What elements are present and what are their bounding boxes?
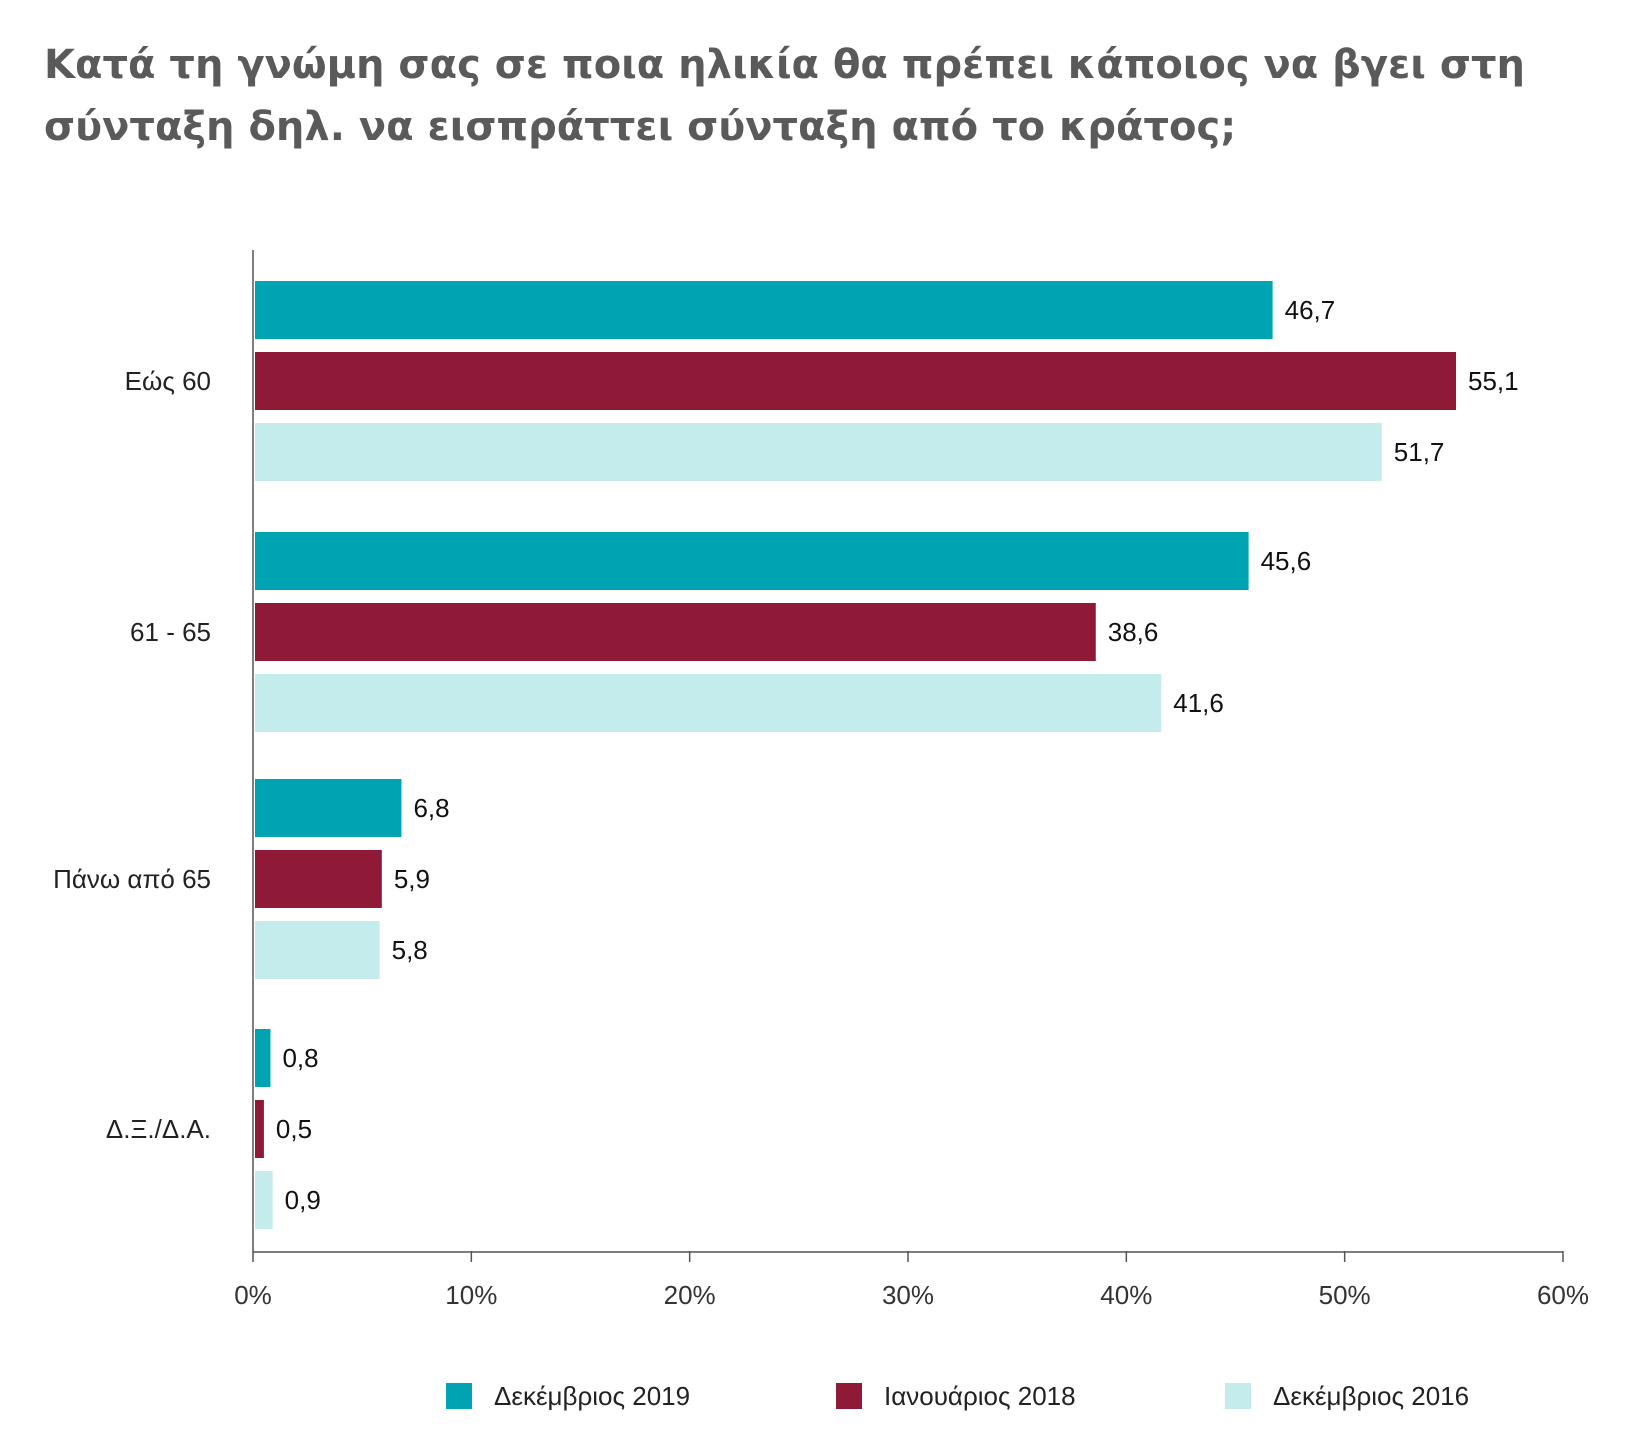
category-label: Δ.Ξ./Δ.Α. [106,1114,211,1144]
bar-chart: 46,755,151,745,638,641,66,85,95,80,80,50… [53,250,1589,1310]
legend-swatch [446,1383,472,1409]
bar-2-series-3 [255,674,1162,732]
bar-1-series-1 [255,281,1273,339]
bar-1-series-2 [255,352,1457,410]
chart-title: Κατά τη γνώμη σας σε ποια ηλικία θα πρέπ… [44,42,1525,150]
data-label: 41,6 [1173,688,1224,718]
data-label: 55,1 [1468,366,1519,396]
category-label: Εώς 60 [125,366,211,396]
legend-swatch [836,1383,862,1409]
legend-label: Δεκέμβριος 2019 [494,1380,691,1411]
x-tick-label: 20% [664,1280,716,1310]
bar-2-series-1 [255,532,1249,590]
category-label: 61 - 65 [130,617,211,647]
data-label: 46,7 [1285,295,1336,325]
data-label: 5,8 [392,935,428,965]
chart-legend: Δεκέμβριος 2019 Ιανουάριος 2018 Δεκέμβριος… [0,1376,1639,1416]
bar-4-series-3 [255,1171,273,1229]
data-label: 0,5 [276,1114,312,1144]
bar-2-series-2 [255,603,1096,661]
data-label: 6,8 [413,793,449,823]
category-labels-group: Εώς 60 61 - 65 Πάνω από 65 Δ.Ξ./Δ.Α. [53,366,211,1144]
bar-4-series-1 [255,1029,271,1087]
bars-group [255,281,1457,1229]
legend-item: Δεκέμβριος 2019 [446,1376,690,1416]
data-label: 0,8 [282,1043,318,1073]
axes-group: 0% 10% 20% 30% 40% 50% 60% [234,250,1589,1310]
category-label: Πάνω από 65 [53,864,211,894]
data-label: 5,9 [394,864,430,894]
bar-3-series-1 [255,779,402,837]
bar-3-series-3 [255,921,380,979]
bar-4-series-2 [255,1100,264,1158]
legend-item: Ιανουάριος 2018 [836,1376,1076,1416]
data-label: 0,9 [285,1185,321,1215]
x-tick-label: 0% [234,1280,272,1310]
data-label: 51,7 [1394,437,1445,467]
legend-label: Ιανουάριος 2018 [884,1380,1076,1411]
value-labels-group: 46,7 55,1 51,7 45,6 38,6 41,6 6,8 5,9 5,8 0,8 0,5 0… [276,295,1519,1215]
data-label: 45,6 [1261,546,1312,576]
x-tick-label: 40% [1100,1280,1152,1310]
x-tick-label: 10% [445,1280,497,1310]
x-tick-label: 30% [882,1280,934,1310]
legend-item: Δεκέμβριος 2016 [1225,1376,1469,1416]
x-tick-label: 50% [1319,1280,1371,1310]
bar-1-series-3 [255,423,1382,481]
bar-3-series-2 [255,850,382,908]
legend-label: Δεκέμβριος 2016 [1273,1380,1470,1411]
data-label: 38,6 [1108,617,1159,647]
legend-swatch [1225,1383,1251,1409]
x-tick-label: 60% [1537,1280,1589,1310]
